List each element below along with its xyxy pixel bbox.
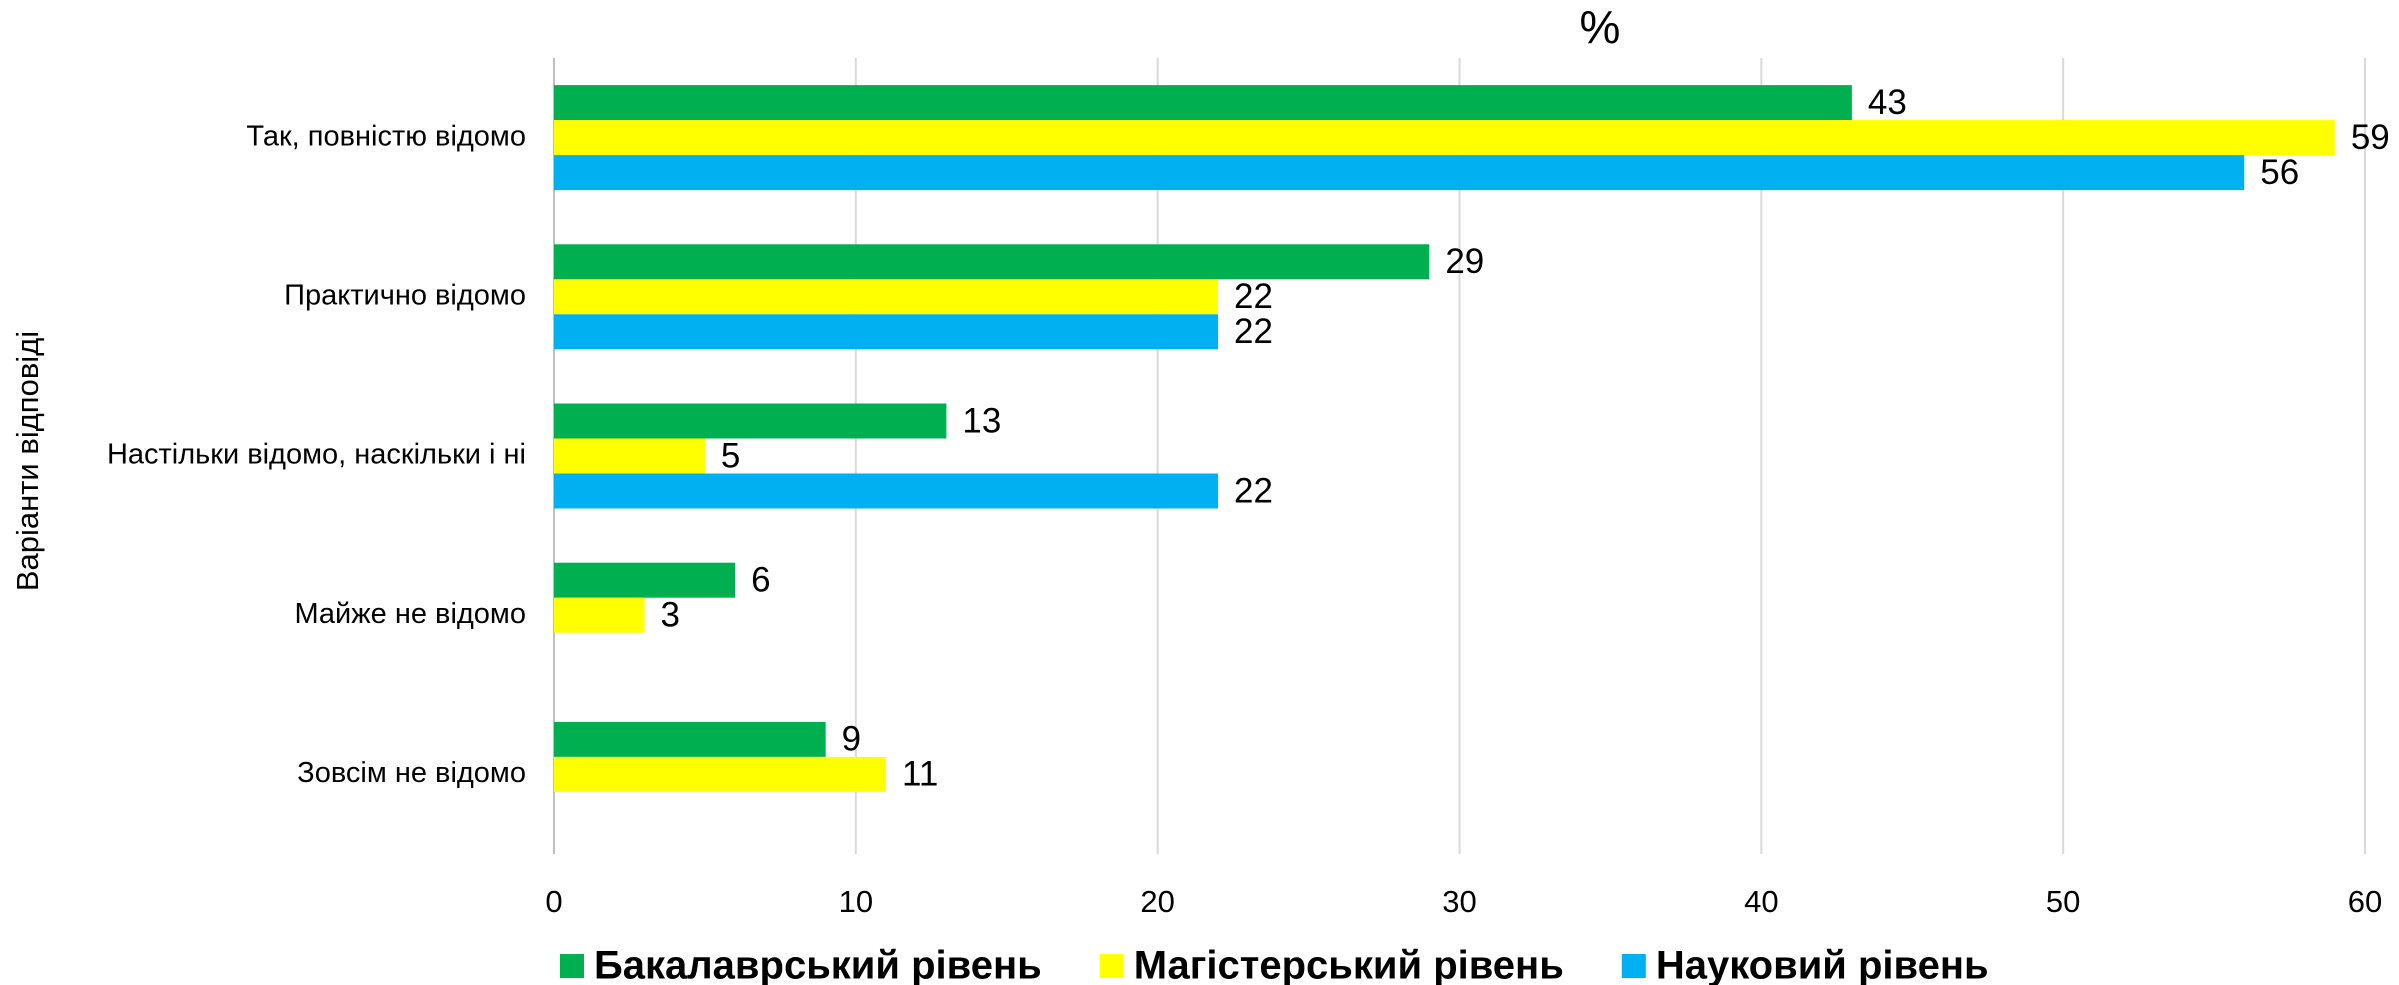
data-label: 11 xyxy=(902,755,938,794)
bar xyxy=(554,155,2245,191)
x-tick-label: 40 xyxy=(1744,884,1778,919)
x-tick-label: 0 xyxy=(545,884,562,919)
bar xyxy=(554,597,645,633)
legend-swatch xyxy=(560,954,584,978)
data-label: 56 xyxy=(2260,153,2299,192)
bar xyxy=(554,756,887,792)
y-tick-label: Настільки відомо, наскільки і ні xyxy=(107,439,526,471)
legend-label: Магістерський рівень xyxy=(1134,944,1564,985)
bar xyxy=(554,120,2335,156)
legend-swatch xyxy=(1099,954,1124,978)
data-label: 13 xyxy=(962,401,1001,440)
bar xyxy=(554,85,1852,121)
chart-title: % xyxy=(1580,1,1621,53)
bar xyxy=(554,473,1219,509)
bar xyxy=(554,314,1219,350)
legend-label: Бакалаврський рівень xyxy=(594,944,1042,985)
bar xyxy=(554,562,736,598)
data-label: 6 xyxy=(751,560,770,599)
data-label: 29 xyxy=(1445,242,1484,281)
x-tick-label: 60 xyxy=(2348,884,2382,919)
y-tick-label: Майже не відомо xyxy=(294,598,526,630)
y-tick-label: Зовсім не відомо xyxy=(297,757,526,789)
data-label: 9 xyxy=(842,720,861,759)
bar xyxy=(554,438,705,474)
data-label: 3 xyxy=(661,595,680,634)
data-label: 43 xyxy=(1868,83,1907,122)
legend-swatch xyxy=(1621,954,1646,978)
data-label: 59 xyxy=(2351,118,2390,157)
legend-label: Науковий рівень xyxy=(1656,944,1989,985)
bar xyxy=(554,279,1219,315)
x-tick-label: 20 xyxy=(1140,884,1174,919)
data-label: 22 xyxy=(1234,277,1273,316)
bar xyxy=(554,244,1430,280)
data-label: 5 xyxy=(721,436,740,475)
y-tick-label: Практично відомо xyxy=(284,279,526,311)
bar xyxy=(554,721,826,757)
data-label: 22 xyxy=(1234,471,1273,510)
data-label: 22 xyxy=(1234,312,1273,351)
y-tick-label: Так, повністю відомо xyxy=(246,120,526,152)
x-tick-label: 50 xyxy=(2046,884,2080,919)
y-axis-label: Варіанти відповіді xyxy=(10,331,45,591)
x-tick-label: 10 xyxy=(839,884,873,919)
x-tick-label: 30 xyxy=(1442,884,1476,919)
bar xyxy=(554,403,947,439)
